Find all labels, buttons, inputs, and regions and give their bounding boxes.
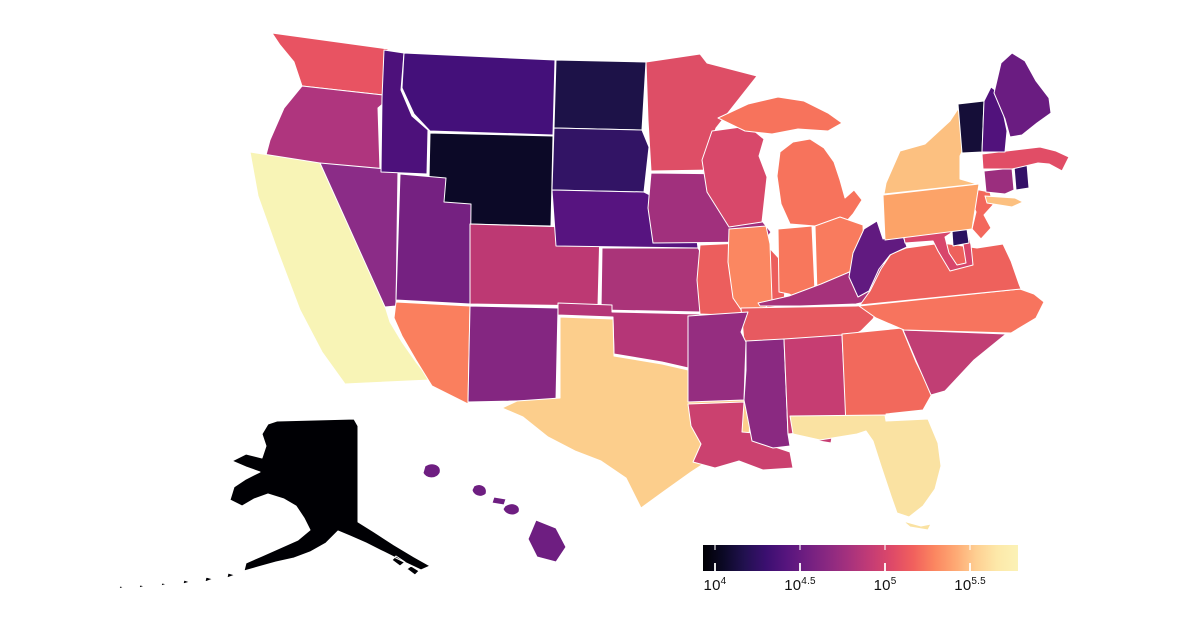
legend-tick-mark [799,563,802,571]
state-vt[interactable]: Vermont: 11500 [957,100,985,154]
state-mt[interactable]: Montana: 28000 [401,52,556,136]
state-ak[interactable]: Alaska: 9000 [118,418,431,590]
state-ms[interactable]: Mississippi: 57000 [743,338,791,449]
legend-gradient-bar [703,545,1018,571]
legend-tick-label: 104 [703,576,727,594]
state-wv[interactable]: West Virginia: 38000 [848,220,908,298]
legend-tick-label: 105.5 [954,576,986,594]
state-ma[interactable]: Massachusetts: 123000 [981,146,1070,172]
state-tx[interactable]: Texas: 440000 [501,316,752,509]
state-sd[interactable]: South Dakota: 20000 [551,127,650,193]
color-legend: 104 104.5 105 105.5 [703,545,1018,600]
state-sc[interactable]: South Carolina: 93000 [902,329,1007,396]
state-hi[interactable]: Hawaii: 42000 [422,463,567,563]
state-nd[interactable]: North Dakota: 13000 [553,59,647,131]
state-la[interactable]: Louisiana: 100000 [687,401,794,471]
legend-tick-mark [884,545,887,550]
legend-tick-mark [713,545,716,550]
state-ok[interactable]: Oklahoma: 84000 [557,302,701,371]
legend-tick-mark [969,563,972,571]
state-fl[interactable]: Florida: 600000 [789,414,942,531]
state-ks[interactable]: Kansas: 76000 [600,247,704,313]
legend-tick-label: 104.5 [784,576,816,594]
state-ct[interactable]: Connecticut: 67000 [983,167,1015,195]
state-nc[interactable]: North Carolina: 170000 [858,288,1045,334]
state-nm[interactable]: New Mexico: 52000 [467,305,559,403]
state-mi[interactable]: Michigan: 175000 [717,96,863,227]
legend-tick-mark [713,563,716,571]
legend-tick-mark [884,563,887,571]
legend-tick-mark [799,545,802,550]
legend-tick-label: 105 [873,576,897,594]
state-ut[interactable]: Utah: 46000 [395,173,472,305]
state-ar[interactable]: Arkansas: 62000 [687,311,749,403]
legend-tick-mark [969,545,972,550]
state-me[interactable]: Maine: 40000 [993,52,1052,138]
state-wa[interactable]: Washington: 130000 [271,32,389,96]
